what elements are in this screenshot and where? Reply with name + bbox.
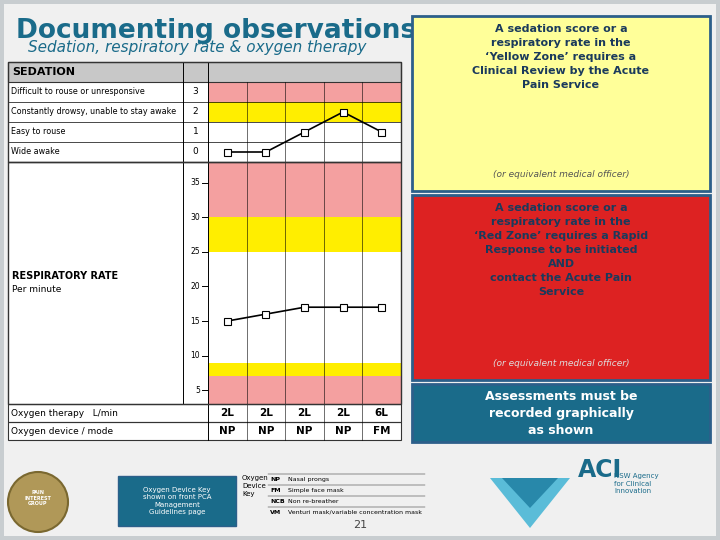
Text: 21: 21 xyxy=(353,520,367,530)
Text: Device: Device xyxy=(242,483,266,489)
Bar xyxy=(340,109,346,116)
Text: 2L: 2L xyxy=(220,408,234,418)
Bar xyxy=(301,303,308,310)
Bar xyxy=(8,404,401,422)
Bar xyxy=(340,303,346,310)
Text: 15: 15 xyxy=(190,316,200,326)
Text: NCB: NCB xyxy=(270,499,284,504)
Bar xyxy=(301,129,308,136)
Bar xyxy=(262,148,269,156)
Bar xyxy=(208,217,401,252)
Bar xyxy=(8,404,401,422)
Text: Assessments must be
recorded graphically
as shown: Assessments must be recorded graphically… xyxy=(485,389,637,436)
Text: Documenting observations:: Documenting observations: xyxy=(16,18,427,44)
Text: Oxygen: Oxygen xyxy=(242,475,269,481)
Text: 35: 35 xyxy=(190,178,200,187)
Bar xyxy=(118,476,236,526)
Text: Sedation, respiratory rate & oxygen therapy: Sedation, respiratory rate & oxygen ther… xyxy=(28,40,366,55)
Bar xyxy=(412,195,710,380)
Bar xyxy=(208,362,401,376)
Text: RESPIRATORY RATE: RESPIRATORY RATE xyxy=(12,271,118,281)
Text: NP: NP xyxy=(297,426,312,436)
Text: A sedation score or a
respiratory rate in the
‘Red Zone’ requires a Rapid
Respon: A sedation score or a respiratory rate i… xyxy=(474,203,648,297)
Text: NP: NP xyxy=(270,477,280,482)
Bar xyxy=(8,162,401,404)
Bar xyxy=(8,82,401,102)
Bar xyxy=(208,252,401,362)
Text: A sedation score or a
respiratory rate in the
‘Yellow Zone’ requires a
Clinical : A sedation score or a respiratory rate i… xyxy=(472,24,649,90)
Text: Nasal prongs: Nasal prongs xyxy=(288,477,329,482)
Bar xyxy=(8,422,401,440)
Bar xyxy=(224,148,231,156)
Text: 0: 0 xyxy=(193,147,199,157)
Bar xyxy=(224,318,231,325)
Text: (or equivalent medical officer): (or equivalent medical officer) xyxy=(492,359,629,368)
Text: 2L: 2L xyxy=(297,408,312,418)
Bar xyxy=(208,102,401,122)
Text: VM: VM xyxy=(270,510,282,515)
Text: NP: NP xyxy=(335,426,351,436)
Bar xyxy=(412,16,710,191)
Bar xyxy=(8,162,401,404)
Text: FM: FM xyxy=(373,426,390,436)
Bar xyxy=(8,142,401,162)
Text: Non re-breather: Non re-breather xyxy=(288,499,338,504)
Bar xyxy=(378,303,385,310)
Text: Simple face mask: Simple face mask xyxy=(288,488,343,493)
Bar xyxy=(378,129,385,136)
Text: 30: 30 xyxy=(190,213,200,222)
Bar xyxy=(208,162,401,217)
Text: 2: 2 xyxy=(193,107,198,117)
Text: Per minute: Per minute xyxy=(12,286,61,294)
Text: Easy to rouse: Easy to rouse xyxy=(11,127,66,137)
Text: 5: 5 xyxy=(195,386,200,395)
Text: ACI: ACI xyxy=(578,458,622,482)
Bar xyxy=(208,82,401,102)
Text: Oxygen Device Key
shown on front PCA
Management
Guidelines page: Oxygen Device Key shown on front PCA Man… xyxy=(143,487,211,515)
Circle shape xyxy=(8,472,68,532)
Bar xyxy=(208,376,401,404)
Bar xyxy=(262,310,269,318)
Text: 10: 10 xyxy=(190,351,200,360)
Text: SEDATION: SEDATION xyxy=(12,67,75,77)
Text: NP: NP xyxy=(258,426,274,436)
Bar xyxy=(8,122,401,142)
Text: 2L: 2L xyxy=(259,408,273,418)
Text: Wide awake: Wide awake xyxy=(11,147,60,157)
Text: (or equivalent medical officer): (or equivalent medical officer) xyxy=(492,170,629,179)
Text: 2L: 2L xyxy=(336,408,350,418)
Bar xyxy=(412,384,710,442)
Text: 20: 20 xyxy=(190,282,200,291)
Text: Constantly drowsy, unable to stay awake: Constantly drowsy, unable to stay awake xyxy=(11,107,176,117)
Text: FM: FM xyxy=(270,488,281,493)
Text: Oxygen therapy   L/min: Oxygen therapy L/min xyxy=(11,408,118,417)
Polygon shape xyxy=(502,478,558,508)
Text: Key: Key xyxy=(242,491,254,497)
Text: 3: 3 xyxy=(193,87,199,97)
Polygon shape xyxy=(490,478,570,528)
Bar xyxy=(8,62,401,162)
Bar xyxy=(8,62,401,82)
Text: NP: NP xyxy=(219,426,235,436)
Bar xyxy=(8,102,401,122)
Text: Venturi mask/variable concentration mask: Venturi mask/variable concentration mask xyxy=(288,510,422,515)
Bar xyxy=(8,62,401,82)
Text: Difficult to rouse or unresponsive: Difficult to rouse or unresponsive xyxy=(11,87,145,97)
Text: PAIN
INTEREST
GROUP: PAIN INTEREST GROUP xyxy=(24,490,51,507)
Text: 25: 25 xyxy=(190,247,200,256)
Text: Oxygen device / mode: Oxygen device / mode xyxy=(11,427,113,435)
Bar xyxy=(8,422,401,440)
Text: NSW Agency
for Clinical
Innovation: NSW Agency for Clinical Innovation xyxy=(614,473,659,494)
Text: 6L: 6L xyxy=(375,408,389,418)
Text: 1: 1 xyxy=(193,127,199,137)
